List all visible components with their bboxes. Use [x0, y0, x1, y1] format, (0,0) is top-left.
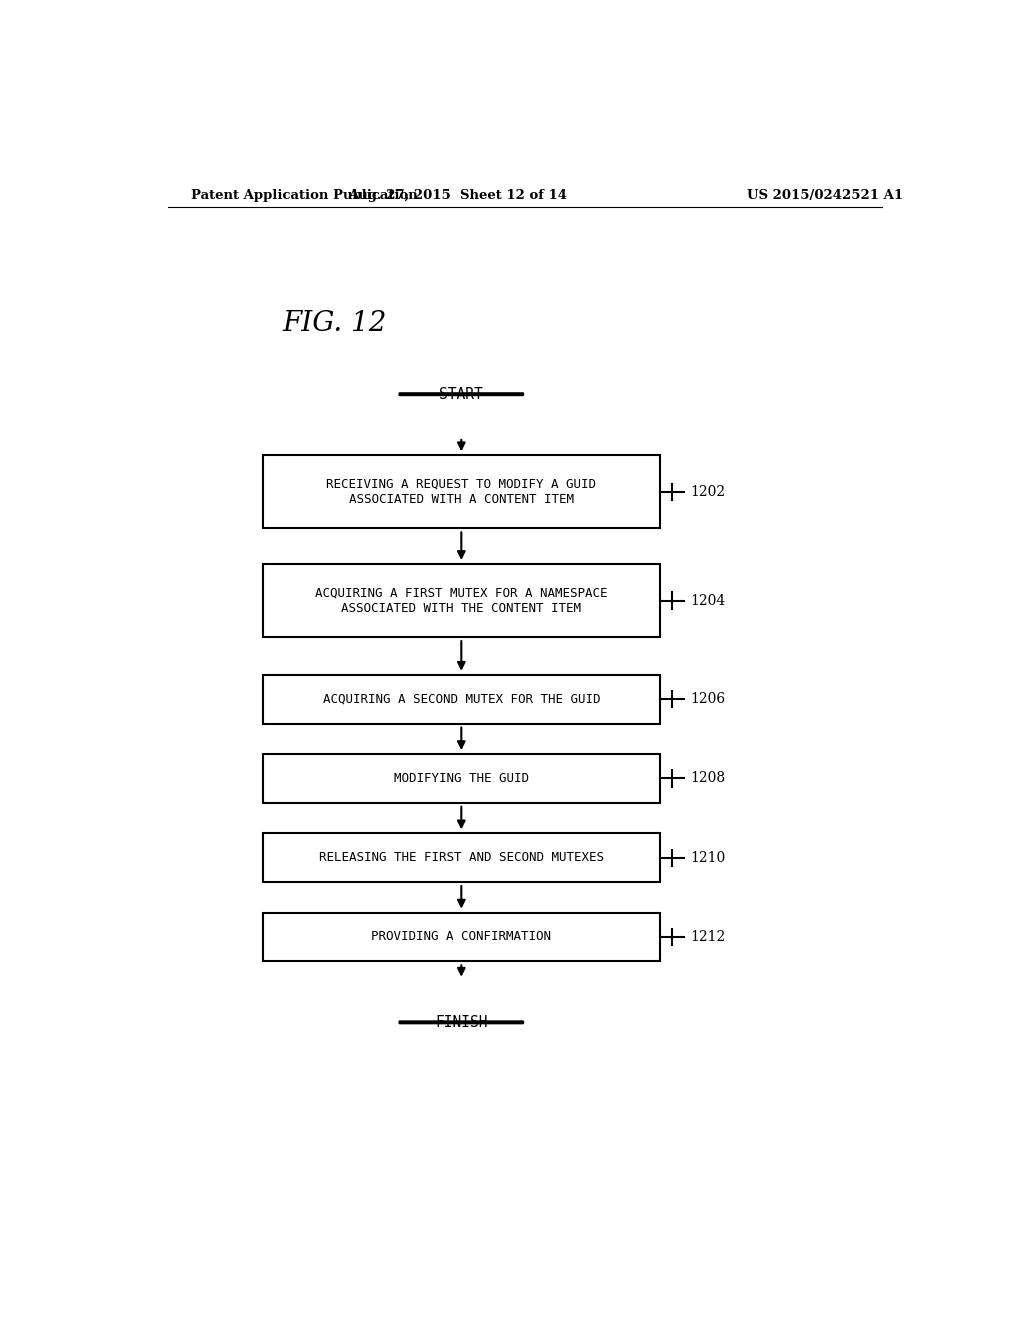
- Text: Aug. 27, 2015  Sheet 12 of 14: Aug. 27, 2015 Sheet 12 of 14: [348, 189, 567, 202]
- Text: 1208: 1208: [690, 771, 725, 785]
- Text: RELEASING THE FIRST AND SECOND MUTEXES: RELEASING THE FIRST AND SECOND MUTEXES: [318, 851, 604, 865]
- Text: 1204: 1204: [690, 594, 725, 607]
- Text: US 2015/0242521 A1: US 2015/0242521 A1: [748, 189, 903, 202]
- FancyBboxPatch shape: [263, 833, 659, 882]
- Text: FINISH: FINISH: [435, 1015, 487, 1030]
- FancyBboxPatch shape: [399, 1022, 523, 1023]
- FancyBboxPatch shape: [263, 455, 659, 528]
- Text: MODIFYING THE GUID: MODIFYING THE GUID: [394, 772, 528, 785]
- Text: Patent Application Publication: Patent Application Publication: [191, 189, 418, 202]
- Text: ACQUIRING A SECOND MUTEX FOR THE GUID: ACQUIRING A SECOND MUTEX FOR THE GUID: [323, 693, 600, 706]
- Text: FIG. 12: FIG. 12: [283, 310, 387, 337]
- FancyBboxPatch shape: [263, 754, 659, 803]
- Text: 1212: 1212: [690, 931, 725, 944]
- FancyBboxPatch shape: [263, 912, 659, 961]
- Text: ACQUIRING A FIRST MUTEX FOR A NAMESPACE
ASSOCIATED WITH THE CONTENT ITEM: ACQUIRING A FIRST MUTEX FOR A NAMESPACE …: [315, 586, 607, 615]
- FancyBboxPatch shape: [399, 393, 523, 395]
- Text: 1206: 1206: [690, 692, 725, 706]
- Text: 1202: 1202: [690, 484, 725, 499]
- Text: START: START: [439, 387, 483, 401]
- Text: RECEIVING A REQUEST TO MODIFY A GUID
ASSOCIATED WITH A CONTENT ITEM: RECEIVING A REQUEST TO MODIFY A GUID ASS…: [327, 478, 596, 506]
- Text: PROVIDING A CONFIRMATION: PROVIDING A CONFIRMATION: [372, 931, 551, 944]
- FancyBboxPatch shape: [263, 675, 659, 723]
- Text: 1210: 1210: [690, 850, 725, 865]
- FancyBboxPatch shape: [263, 564, 659, 638]
